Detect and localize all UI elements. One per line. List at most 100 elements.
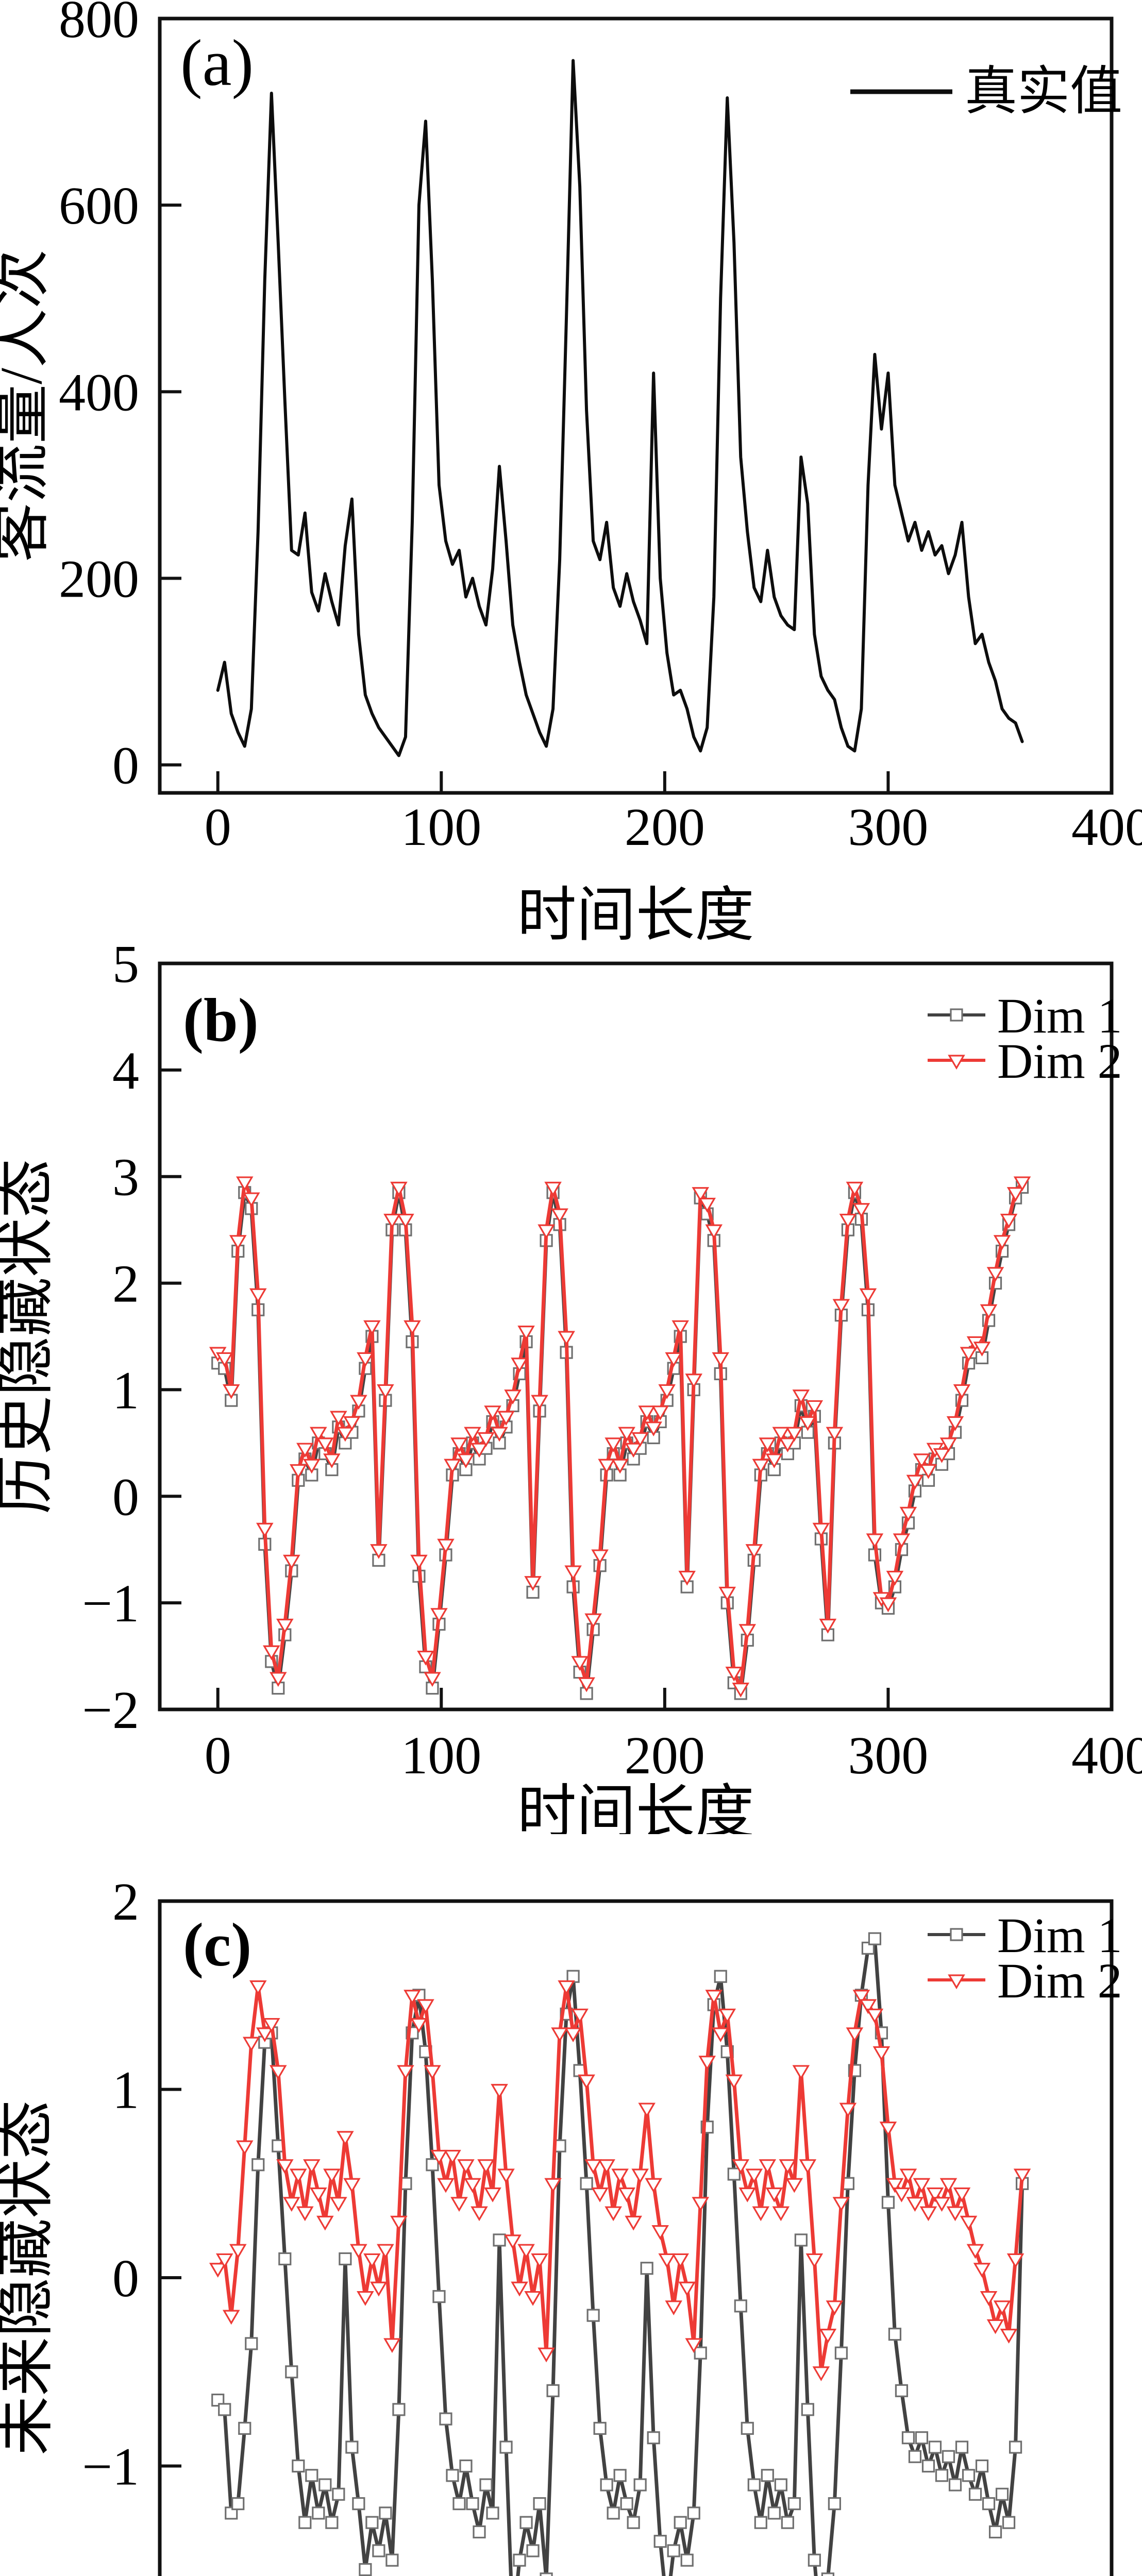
data-point-marker	[631, 2168, 649, 2184]
data-point-marker	[975, 2459, 989, 2473]
data-point-marker	[410, 1554, 428, 1570]
data-point-marker	[935, 2469, 949, 2482]
data-point-marker	[578, 2074, 595, 2090]
data-point-marker	[236, 1176, 254, 1192]
data-point-marker	[915, 2431, 929, 2445]
x-tick-label: 100	[401, 798, 481, 857]
data-point-marker	[893, 1533, 911, 1549]
data-point-marker	[631, 1432, 649, 1447]
data-point-marker	[397, 2065, 414, 2080]
x-tick-label: 400	[1071, 1726, 1142, 1785]
data-point-marker	[685, 2338, 703, 2353]
axes-box	[158, 16, 1114, 795]
data-point-marker	[808, 2553, 821, 2567]
data-point-marker	[712, 2027, 730, 2043]
data-point-marker	[546, 2384, 560, 2397]
data-point-marker	[303, 1459, 321, 1474]
data-point-marker	[812, 1522, 830, 1538]
data-point-marker	[712, 1352, 730, 1367]
data-point-marker	[310, 2187, 327, 2202]
plot-area-c	[209, 1932, 1031, 2576]
data-point-marker	[738, 2187, 757, 2202]
data-point-marker	[437, 2178, 455, 2193]
data-point-marker	[586, 2309, 600, 2322]
data-point-marker	[544, 1181, 562, 1197]
data-point-marker	[477, 2159, 495, 2174]
panel-letter: (c)	[183, 1910, 251, 1979]
data-point-marker	[759, 2159, 777, 2174]
data-point-marker	[787, 2497, 801, 2511]
data-point-marker	[359, 2563, 372, 2576]
data-point-marker	[805, 2253, 824, 2268]
data-point-marker	[667, 2544, 680, 2557]
data-point-marker	[598, 1459, 615, 1474]
data-point-marker	[933, 1448, 951, 1463]
data-point-marker	[718, 2008, 736, 2024]
data-point-marker	[504, 2234, 522, 2250]
data-point-marker	[745, 2168, 763, 2184]
data-point-marker	[638, 1405, 656, 1420]
y-tick-label: 1	[112, 2061, 139, 2120]
axis-title-y: 历史隐藏状态	[0, 1159, 58, 1514]
y-tick-label: 2	[112, 1872, 139, 1931]
data-point-marker	[493, 2233, 506, 2247]
data-point-marker	[310, 1427, 327, 1442]
y-tick-label: 0	[112, 2249, 139, 2308]
data-point-marker	[211, 2393, 225, 2407]
data-point-marker	[430, 2149, 448, 2165]
data-point-marker	[330, 1411, 347, 1426]
data-point-marker	[604, 2206, 622, 2222]
chart-panel-a: 0 200 400 600 800 0 100 200 300 400 时间长度 客流量/人次 (a) 真…	[0, 0, 1142, 943]
data-point-marker	[973, 1342, 991, 1357]
data-point-marker	[316, 1437, 334, 1453]
x-tick-label: 300	[848, 798, 928, 857]
data-point-marker	[323, 1453, 341, 1469]
data-point-marker	[417, 1650, 434, 1666]
data-point-marker	[323, 2168, 341, 2184]
data-point-marker	[531, 1395, 548, 1410]
data-point-marker	[942, 2450, 955, 2463]
data-point-marker	[908, 2450, 922, 2463]
data-point-marker	[846, 2027, 864, 2043]
data-point-marker	[604, 1437, 622, 1453]
y-tick-label: 600	[59, 176, 139, 235]
data-point-marker	[1000, 1213, 1018, 1229]
chart-panel-b: −2 −1 0 1 2 3 4 5 0 100 200 300 400 时间长度 历史隐藏状态 (b) Dim …	[0, 943, 1142, 1834]
data-point-marker	[312, 2506, 325, 2520]
data-point-marker	[283, 2197, 300, 2212]
data-point-marker	[426, 2158, 439, 2172]
data-point-marker	[866, 2008, 884, 2024]
data-point-marker	[805, 1400, 824, 1415]
series-markers-Dim-2	[209, 1176, 1031, 1698]
data-point-marker	[392, 2403, 406, 2416]
data-point-marker	[262, 2018, 280, 2033]
data-point-marker	[620, 2497, 633, 2511]
data-point-marker	[452, 2497, 466, 2511]
legend-label: Dim 1	[997, 1908, 1122, 1963]
data-point-marker	[953, 2187, 971, 2202]
data-point-marker	[571, 1656, 589, 1671]
data-point-marker	[251, 2158, 265, 2172]
data-point-marker	[276, 2159, 294, 2174]
data-point-marker	[732, 1683, 750, 1698]
data-point-marker	[966, 2244, 984, 2259]
data-point-marker	[397, 1213, 414, 1229]
x-tick-label: 200	[625, 798, 705, 857]
data-point-marker	[785, 2178, 803, 2193]
data-point-marker	[238, 2421, 251, 2435]
data-point-marker	[893, 2187, 911, 2202]
data-point-marker	[276, 1618, 294, 1634]
data-point-marker	[988, 2525, 1002, 2539]
data-point-marker	[948, 2478, 962, 2492]
data-point-marker	[383, 2338, 401, 2353]
data-point-marker	[861, 1941, 875, 1955]
data-point-marker	[926, 2187, 944, 2202]
data-point-marker	[343, 1416, 361, 1431]
axis-title-x: 时间长度	[517, 883, 754, 943]
y-tick-label: −2	[82, 1681, 139, 1740]
data-point-marker	[618, 1427, 635, 1442]
data-point-marker	[886, 2178, 904, 2193]
data-point-marker	[325, 2516, 339, 2529]
plot-area-a	[216, 59, 1024, 757]
data-point-marker	[640, 2262, 653, 2275]
